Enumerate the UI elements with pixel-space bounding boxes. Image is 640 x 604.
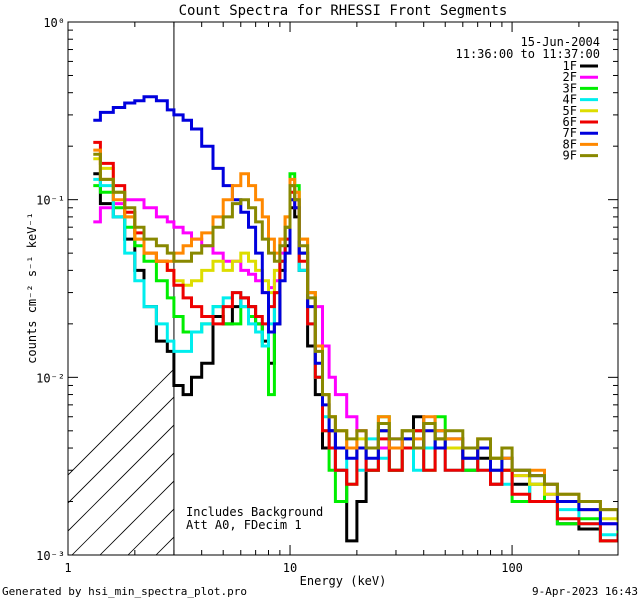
legend-label-3f: 3F — [563, 81, 577, 95]
plot-frame — [67, 21, 619, 556]
legend-label-4f: 4F — [563, 93, 577, 107]
x-tick-label: 1 — [64, 561, 71, 575]
hatch-line — [68, 424, 174, 532]
y-tick-label: 10⁻³ — [36, 549, 65, 563]
y-tick-label: 10⁻² — [36, 371, 65, 385]
axis-tick-labels: 1 10 100 10⁰ 10⁻¹ 10⁻² 10⁻³ — [36, 16, 523, 575]
hatch-line — [352, 55, 640, 555]
hatch-line — [268, 55, 640, 555]
y-tick-label: 10⁻¹ — [36, 194, 65, 208]
annotation-attenuator: Att A0, FDecim 1 — [186, 518, 302, 532]
legend-label-5f: 5F — [563, 104, 577, 118]
series-line-9f — [93, 152, 618, 521]
hatch-line — [71, 452, 174, 555]
chart-title: Count Spectra for RHESSI Front Segments — [179, 3, 508, 19]
series-group — [93, 95, 618, 543]
legend-label-2f: 2F — [563, 70, 577, 84]
hatch-line — [68, 368, 174, 476]
legend-label-9f: 9F — [563, 149, 577, 163]
footer-timestamp: 9-Apr-2023 16:43 — [532, 585, 638, 598]
legend-label-8f: 8F — [563, 137, 577, 151]
axis-ticks — [67, 22, 619, 556]
hatch-line — [240, 55, 640, 555]
x-axis-label: Energy (keV) — [300, 574, 387, 588]
time-range-label: 11:36:00 to 11:37:00 — [456, 47, 601, 61]
legend-label-6f: 6F — [563, 115, 577, 129]
legend-label-7f: 7F — [563, 126, 577, 140]
hatch-line — [324, 55, 640, 555]
hatch-line — [68, 396, 174, 504]
date-label: 15-Jun-2004 — [521, 35, 600, 49]
legend-label-1f: 1F — [563, 59, 577, 73]
x-tick-label: 100 — [501, 561, 523, 575]
annotation-background: Includes Background — [186, 505, 323, 519]
hatched-region — [68, 55, 640, 555]
footer-generator: Generated by hsi_min_spectra_plot.pro — [2, 585, 247, 598]
y-axis-label: counts cm⁻² s⁻¹ keV⁻¹ — [25, 212, 39, 364]
y-tick-label: 10⁰ — [43, 16, 65, 30]
x-tick-label: 10 — [283, 561, 297, 575]
